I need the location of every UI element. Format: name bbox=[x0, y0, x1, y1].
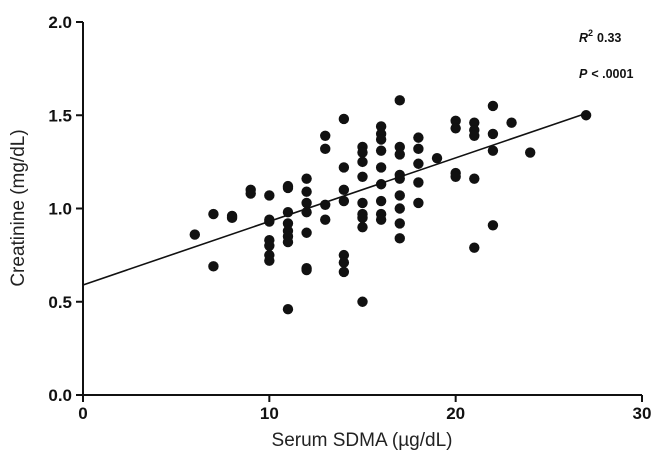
data-point bbox=[375, 214, 387, 225]
data-point bbox=[226, 212, 238, 224]
data-point bbox=[580, 110, 592, 121]
data-point bbox=[375, 121, 387, 132]
data-point bbox=[357, 212, 368, 224]
data-point bbox=[301, 264, 312, 276]
r-squared-value: 0.33 bbox=[597, 31, 621, 45]
data-point bbox=[264, 240, 275, 251]
data-point bbox=[413, 132, 424, 143]
r-squared-exponent: 2 bbox=[588, 28, 593, 38]
data-point bbox=[338, 257, 350, 268]
data-point bbox=[394, 95, 405, 106]
y-axis-label: Creatinine (mg/dL) bbox=[8, 129, 29, 286]
regression-line bbox=[82, 112, 587, 286]
data-point bbox=[264, 255, 275, 266]
data-point bbox=[450, 115, 461, 127]
data-point bbox=[320, 199, 331, 210]
data-point bbox=[506, 117, 517, 128]
data-point bbox=[282, 218, 294, 229]
data-point bbox=[320, 214, 331, 225]
data-point bbox=[245, 188, 256, 199]
data-point bbox=[375, 134, 387, 145]
data-point bbox=[282, 182, 294, 194]
y-tick-label: 0.0 bbox=[48, 386, 72, 405]
data-point bbox=[375, 145, 387, 156]
p-symbol: P bbox=[579, 67, 588, 81]
x-axis-ticks: 0 10 20 30 bbox=[78, 395, 651, 423]
data-point bbox=[208, 261, 219, 272]
data-point bbox=[413, 177, 424, 188]
p-value: < .0001 bbox=[591, 67, 633, 81]
data-point bbox=[338, 195, 350, 207]
data-point bbox=[282, 207, 294, 218]
data-point bbox=[487, 128, 499, 140]
data-point bbox=[301, 186, 312, 197]
data-point bbox=[413, 197, 424, 209]
data-point bbox=[469, 173, 480, 184]
data-point bbox=[264, 190, 275, 201]
data-point bbox=[487, 220, 499, 231]
data-point bbox=[525, 147, 536, 158]
data-point bbox=[301, 173, 312, 184]
data-point bbox=[338, 184, 350, 196]
data-point bbox=[413, 158, 424, 169]
data-point bbox=[469, 130, 480, 141]
data-point bbox=[431, 152, 443, 164]
data-point bbox=[357, 147, 368, 158]
data-point bbox=[208, 208, 219, 220]
y-tick-label: 2.0 bbox=[48, 13, 72, 32]
y-tick-label: 1.0 bbox=[48, 200, 72, 219]
y-axis-ticks: 0.0 0.5 1.0 1.5 2.0 bbox=[48, 13, 83, 405]
data-point bbox=[469, 242, 480, 253]
data-point bbox=[375, 195, 387, 207]
x-tick-label: 0 bbox=[78, 404, 87, 423]
x-tick-label: 20 bbox=[446, 404, 465, 423]
data-point bbox=[338, 266, 350, 278]
data-point bbox=[450, 171, 461, 182]
data-point bbox=[320, 130, 331, 141]
data-point bbox=[282, 304, 294, 315]
data-point bbox=[320, 143, 331, 155]
data-point bbox=[282, 236, 294, 248]
data-point bbox=[413, 143, 424, 155]
data-point bbox=[189, 229, 200, 240]
data-point bbox=[357, 296, 368, 307]
data-point bbox=[487, 100, 499, 112]
data-point bbox=[394, 190, 405, 201]
data-point bbox=[357, 156, 368, 168]
data-point bbox=[394, 173, 405, 184]
r-squared-symbol: R bbox=[579, 31, 588, 45]
data-points bbox=[189, 95, 592, 315]
data-point bbox=[357, 171, 368, 182]
data-point bbox=[469, 117, 480, 128]
data-point bbox=[301, 207, 312, 218]
data-point bbox=[394, 233, 405, 244]
data-point bbox=[338, 162, 350, 173]
x-axis-label: Serum SDMA (µg/dL) bbox=[272, 430, 453, 451]
data-point bbox=[487, 145, 499, 156]
data-point bbox=[301, 227, 312, 238]
r-squared-annotation: R2 0.33 bbox=[579, 28, 621, 45]
y-tick-label: 0.5 bbox=[48, 293, 72, 312]
data-point bbox=[450, 123, 461, 134]
data-point bbox=[338, 113, 350, 125]
data-point bbox=[338, 249, 350, 261]
x-tick-label: 10 bbox=[260, 404, 279, 423]
data-point bbox=[301, 197, 312, 209]
data-point bbox=[394, 149, 405, 160]
data-point bbox=[264, 214, 275, 225]
data-point bbox=[357, 197, 368, 209]
data-point bbox=[394, 218, 405, 229]
y-tick-label: 1.5 bbox=[48, 106, 72, 125]
p-value-annotation: P < .0001 bbox=[579, 67, 633, 81]
data-point bbox=[375, 162, 387, 173]
data-point bbox=[394, 203, 405, 214]
data-point bbox=[357, 221, 368, 233]
data-point bbox=[375, 179, 387, 190]
data-point bbox=[394, 141, 405, 153]
x-tick-label: 30 bbox=[633, 404, 652, 423]
